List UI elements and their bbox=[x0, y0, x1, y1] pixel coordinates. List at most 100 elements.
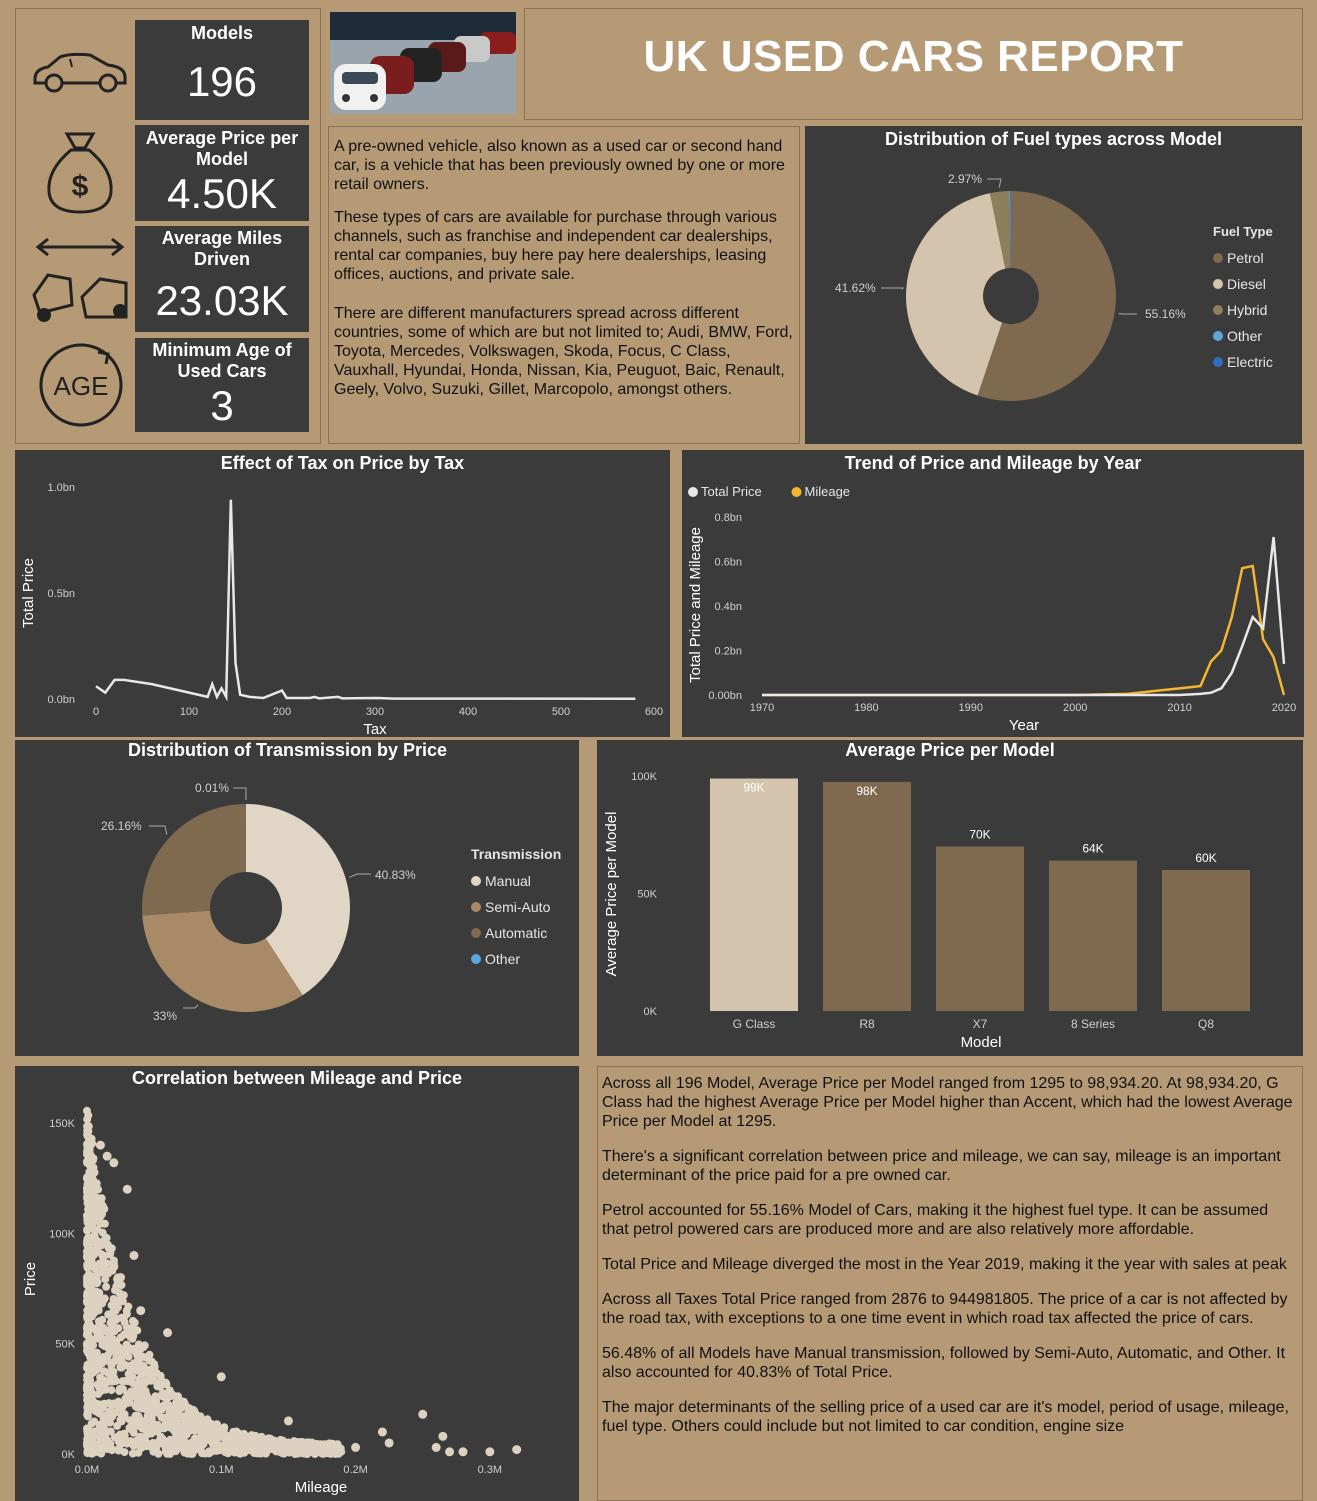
legend-item-other[interactable]: Other bbox=[471, 946, 561, 972]
scatter-point bbox=[94, 1363, 103, 1372]
scatter-point bbox=[102, 1151, 112, 1161]
scatter-point bbox=[143, 1399, 151, 1408]
money-bag-icon: $ bbox=[47, 132, 113, 214]
scatter-point bbox=[109, 1261, 119, 1271]
scatter-point bbox=[109, 1158, 119, 1168]
bar-g-class bbox=[710, 778, 798, 1011]
scatter-point bbox=[176, 1432, 185, 1441]
scatter-point bbox=[106, 1319, 115, 1328]
scatter-point bbox=[150, 1408, 159, 1416]
kpi-average-miles: Average Miles Driven 23.03K bbox=[135, 226, 309, 332]
scatter-point bbox=[128, 1334, 137, 1343]
scatter-point bbox=[161, 1378, 170, 1387]
scatter-point bbox=[115, 1384, 124, 1393]
legend-item-automatic[interactable]: Automatic bbox=[471, 920, 561, 946]
scatter-point bbox=[107, 1366, 116, 1375]
legend-item-other[interactable]: Other bbox=[1213, 323, 1273, 349]
scatter-point bbox=[98, 1315, 107, 1324]
scatter-point bbox=[136, 1306, 146, 1316]
legend-item-semi-auto[interactable]: Semi-Auto bbox=[471, 894, 561, 920]
scatter-point bbox=[119, 1414, 128, 1422]
scatter-point bbox=[117, 1404, 126, 1413]
legend-item-diesel[interactable]: Diesel bbox=[1213, 271, 1273, 297]
scatter-point bbox=[118, 1351, 127, 1360]
series-line-mileage bbox=[762, 564, 1286, 697]
report-title: UK USED CARS REPORT bbox=[643, 32, 1184, 81]
scatter-point bbox=[92, 1288, 101, 1297]
scatter-point bbox=[157, 1405, 166, 1414]
scatter-point bbox=[85, 1192, 94, 1200]
scatter-point bbox=[100, 1367, 109, 1376]
scatter-point bbox=[154, 1449, 163, 1458]
scatter-point bbox=[166, 1435, 175, 1444]
mileage-price-scatter: 0K 50K 100K 150K 0.0M 0.1M 0.2M 0.3M Mileage Pric… bbox=[22, 1106, 522, 1496]
pie-slice-semi-auto bbox=[142, 910, 303, 1012]
tax-chart-panel: Effect of Tax on Price by Tax 0.0bn 0.5bn… bbox=[15, 450, 670, 737]
y-tick-label: 100K bbox=[631, 771, 657, 783]
legend-item-electric[interactable]: Electric bbox=[1213, 349, 1273, 375]
y-tick-label: 150K bbox=[49, 1118, 75, 1130]
scatter-point bbox=[90, 1356, 99, 1365]
data-label: 26.16% bbox=[101, 819, 142, 833]
scatter-point bbox=[99, 1433, 108, 1442]
scatter-point bbox=[131, 1402, 140, 1411]
x-tick-label: 2010 bbox=[1167, 702, 1191, 714]
kpi-label: Average Miles Driven bbox=[161, 228, 283, 269]
scatter-point bbox=[289, 1444, 298, 1453]
scatter-point bbox=[92, 1348, 101, 1357]
y-tick-label: 0.6bn bbox=[714, 557, 742, 569]
scatter-point bbox=[264, 1434, 273, 1443]
distance-cars-icon bbox=[32, 237, 128, 322]
legend-item-hybrid[interactable]: Hybrid bbox=[1213, 297, 1273, 323]
legend-item-petrol[interactable]: Petrol bbox=[1213, 245, 1273, 271]
pie-slice-manual bbox=[246, 804, 351, 996]
scatter-point bbox=[418, 1409, 428, 1419]
legend-swatch bbox=[471, 876, 481, 886]
scatter-point bbox=[83, 1234, 92, 1243]
transmission-legend: Transmission Manual Semi-Auto Automatic Oth… bbox=[471, 846, 561, 972]
scatter-point bbox=[102, 1282, 111, 1291]
scatter-point bbox=[101, 1275, 110, 1284]
age-icon: AGE bbox=[39, 343, 123, 427]
scatter-point bbox=[90, 1185, 99, 1194]
scatter-point bbox=[100, 1335, 109, 1344]
pie-slice-hybrid bbox=[989, 191, 1011, 269]
scatter-point bbox=[95, 1259, 104, 1268]
legend-swatch bbox=[1213, 253, 1223, 263]
scatter-point bbox=[83, 1424, 91, 1433]
scatter-point bbox=[122, 1323, 131, 1332]
fuel-legend: Fuel Type Petrol Diesel Hybrid Other Electri… bbox=[1213, 224, 1273, 375]
y-tick-label: 100K bbox=[49, 1228, 75, 1240]
insight-paragraph: Petrol accounted for 55.16% Model of Car… bbox=[602, 1202, 1269, 1238]
insight-paragraph: There's a significant correlation betwee… bbox=[602, 1148, 1281, 1184]
scatter-point bbox=[163, 1328, 173, 1338]
scatter-point bbox=[280, 1447, 288, 1456]
scatter-point bbox=[377, 1427, 387, 1437]
scatter-point bbox=[100, 1294, 109, 1303]
legend-label: Semi-Auto bbox=[485, 899, 551, 915]
fuel-pie-chart: 55.16% 41.62% 2.97% bbox=[835, 172, 1186, 401]
scatter-point bbox=[133, 1351, 142, 1360]
kpi-label: Minimum Age of Used Cars bbox=[152, 340, 292, 381]
label-leader bbox=[881, 287, 904, 290]
scatter-point bbox=[91, 1429, 100, 1438]
scatter-point bbox=[180, 1448, 189, 1457]
scatter-point bbox=[276, 1435, 285, 1444]
legend-title: Fuel Type bbox=[1213, 224, 1273, 239]
x-tick-label: 500 bbox=[552, 706, 570, 718]
scatter-point bbox=[143, 1376, 152, 1385]
scatter-points bbox=[83, 1106, 522, 1458]
scatter-point bbox=[146, 1440, 154, 1449]
scatter-point bbox=[101, 1259, 110, 1268]
insight-paragraph: The major determinants of the selling pr… bbox=[602, 1399, 1289, 1435]
scatter-point bbox=[153, 1382, 162, 1391]
x-tick-label: 0.2M bbox=[343, 1464, 367, 1476]
scatter-point bbox=[83, 1225, 92, 1234]
scatter-point bbox=[97, 1449, 106, 1458]
title-banner: UK USED CARS REPORT bbox=[524, 8, 1303, 120]
chart-title: Trend of Price and Mileage by Year bbox=[844, 453, 1142, 473]
kpi-models: Models 196 bbox=[135, 20, 309, 120]
legend-item-manual[interactable]: Manual bbox=[471, 868, 561, 894]
car-lot-photo bbox=[330, 12, 516, 114]
scatter-point bbox=[177, 1439, 186, 1448]
